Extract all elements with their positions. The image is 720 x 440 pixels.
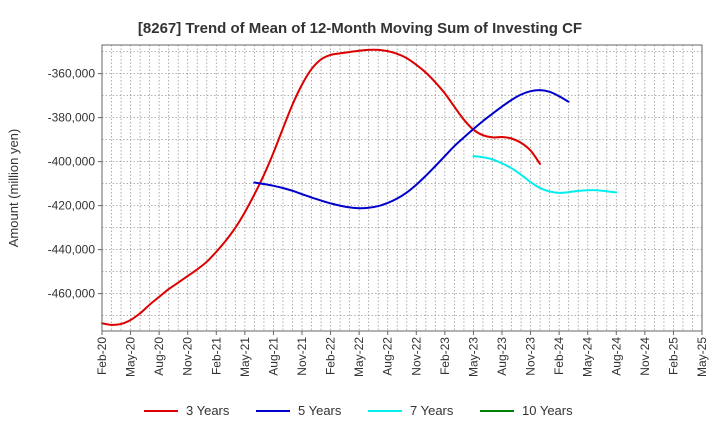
legend-label: 7 Years — [410, 403, 454, 418]
legend-item: 10 Years — [480, 403, 573, 418]
x-tick-label: Nov-24 — [638, 337, 652, 376]
x-tick-label: May-25 — [695, 337, 709, 377]
x-tick-label: Nov-21 — [295, 337, 309, 376]
y-axis-ticks: -360,000 -380,000 -400,000 -420,000 -440,000… — [48, 67, 102, 301]
x-tick-label: Feb-25 — [666, 337, 680, 375]
x-axis-ticks: Feb-20 May-20 Aug-20 Nov-20 Feb-21 May-21 Aug-… — [95, 331, 709, 377]
x-tick-label: May-23 — [466, 337, 480, 377]
plot-background — [102, 45, 702, 331]
y-tick-label: -380,000 — [48, 111, 96, 125]
y-tick-label: -460,000 — [48, 287, 96, 301]
x-tick-label: Feb-21 — [209, 337, 223, 375]
x-tick-label: Aug-20 — [152, 337, 166, 376]
x-tick-label: Aug-21 — [266, 337, 280, 376]
series-lines — [101, 48, 618, 326]
y-tick-label: -420,000 — [48, 199, 96, 213]
legend-item: 3 Years — [144, 403, 230, 418]
series-line-7-years — [472, 155, 618, 194]
series-line-5-years — [253, 89, 570, 210]
plot-frame — [101, 44, 703, 332]
x-tick-label: Aug-22 — [381, 337, 395, 376]
x-tick-label: Feb-22 — [324, 337, 338, 375]
chart-title: [8267] Trend of Mean of 12-Month Moving … — [138, 20, 582, 37]
x-tick-label: May-20 — [124, 337, 138, 377]
legend-label: 3 Years — [186, 403, 230, 418]
series-line-3-years — [101, 48, 541, 326]
x-tick-label: Feb-20 — [95, 337, 109, 375]
x-tick-label: Feb-24 — [552, 337, 566, 375]
legend-label: 5 Years — [298, 403, 342, 418]
x-tick-label: Aug-23 — [495, 337, 509, 376]
legend-label: 10 Years — [522, 403, 573, 418]
grid — [102, 45, 702, 331]
x-tick-label: Feb-23 — [438, 337, 452, 375]
y-tick-label: -400,000 — [48, 155, 96, 169]
plot-area — [101, 44, 703, 332]
legend: 3 Years 5 Years 7 Years 10 Years — [144, 403, 573, 418]
x-tick-label: Nov-22 — [409, 337, 423, 376]
legend-item: 7 Years — [368, 403, 454, 418]
x-tick-label: Aug-24 — [609, 337, 623, 376]
y-tick-label: -360,000 — [48, 67, 96, 81]
x-tick-label: Nov-23 — [524, 337, 538, 376]
legend-item: 5 Years — [256, 403, 342, 418]
y-tick-label: -440,000 — [48, 243, 96, 257]
x-tick-label: May-21 — [238, 337, 252, 377]
x-tick-label: Nov-20 — [181, 337, 195, 376]
x-tick-label: May-24 — [581, 337, 595, 377]
x-tick-label: May-22 — [352, 337, 366, 377]
y-axis-label: Amount (million yen) — [6, 129, 21, 248]
